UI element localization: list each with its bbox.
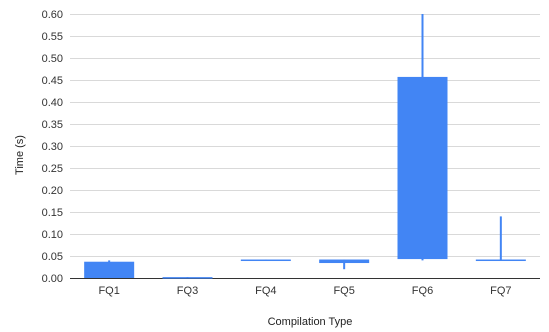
y-tick-label: 0.05 xyxy=(42,251,63,263)
y-tick-label: 0.35 xyxy=(42,119,63,131)
x-tick-label: FQ7 xyxy=(490,285,511,297)
y-tick-label: 0.55 xyxy=(42,31,63,43)
y-tick-label: 0.00 xyxy=(42,273,63,285)
y-tick-label: 0.15 xyxy=(42,207,63,219)
y-tick-label: 0.30 xyxy=(42,141,63,153)
candle-body xyxy=(319,259,370,264)
y-tick-label: 0.10 xyxy=(42,229,63,241)
y-tick-label: 0.60 xyxy=(42,9,63,21)
x-axis-title: Compilation Type xyxy=(268,316,353,328)
y-tick-label: 0.40 xyxy=(42,97,63,109)
y-tick-label: 0.25 xyxy=(42,163,63,175)
x-tick-label: FQ1 xyxy=(98,285,119,297)
candle-body xyxy=(397,76,448,260)
gridlines xyxy=(70,14,540,279)
candle-body xyxy=(162,277,213,279)
x-tick-label: FQ3 xyxy=(177,285,198,297)
y-tick-label: 0.50 xyxy=(42,53,63,65)
x-tick-label: FQ5 xyxy=(333,285,354,297)
y-tick-label: 0.45 xyxy=(42,75,63,87)
candles xyxy=(84,14,526,279)
y-tick-label: 0.20 xyxy=(42,185,63,197)
x-tick-label: FQ6 xyxy=(412,285,433,297)
x-tick-labels: FQ1 FQ3 FQ4 FQ5 FQ6 FQ7 xyxy=(98,285,511,297)
candle-body xyxy=(240,259,291,262)
y-axis-title: Time (s) xyxy=(14,135,26,175)
candle-body xyxy=(475,259,526,262)
candle-body xyxy=(84,261,135,278)
x-tick-label: FQ4 xyxy=(255,285,276,297)
y-tick-labels: 0.00 0.05 0.10 0.15 0.20 0.25 0.30 0.35 0.40 0.45… xyxy=(42,9,63,285)
